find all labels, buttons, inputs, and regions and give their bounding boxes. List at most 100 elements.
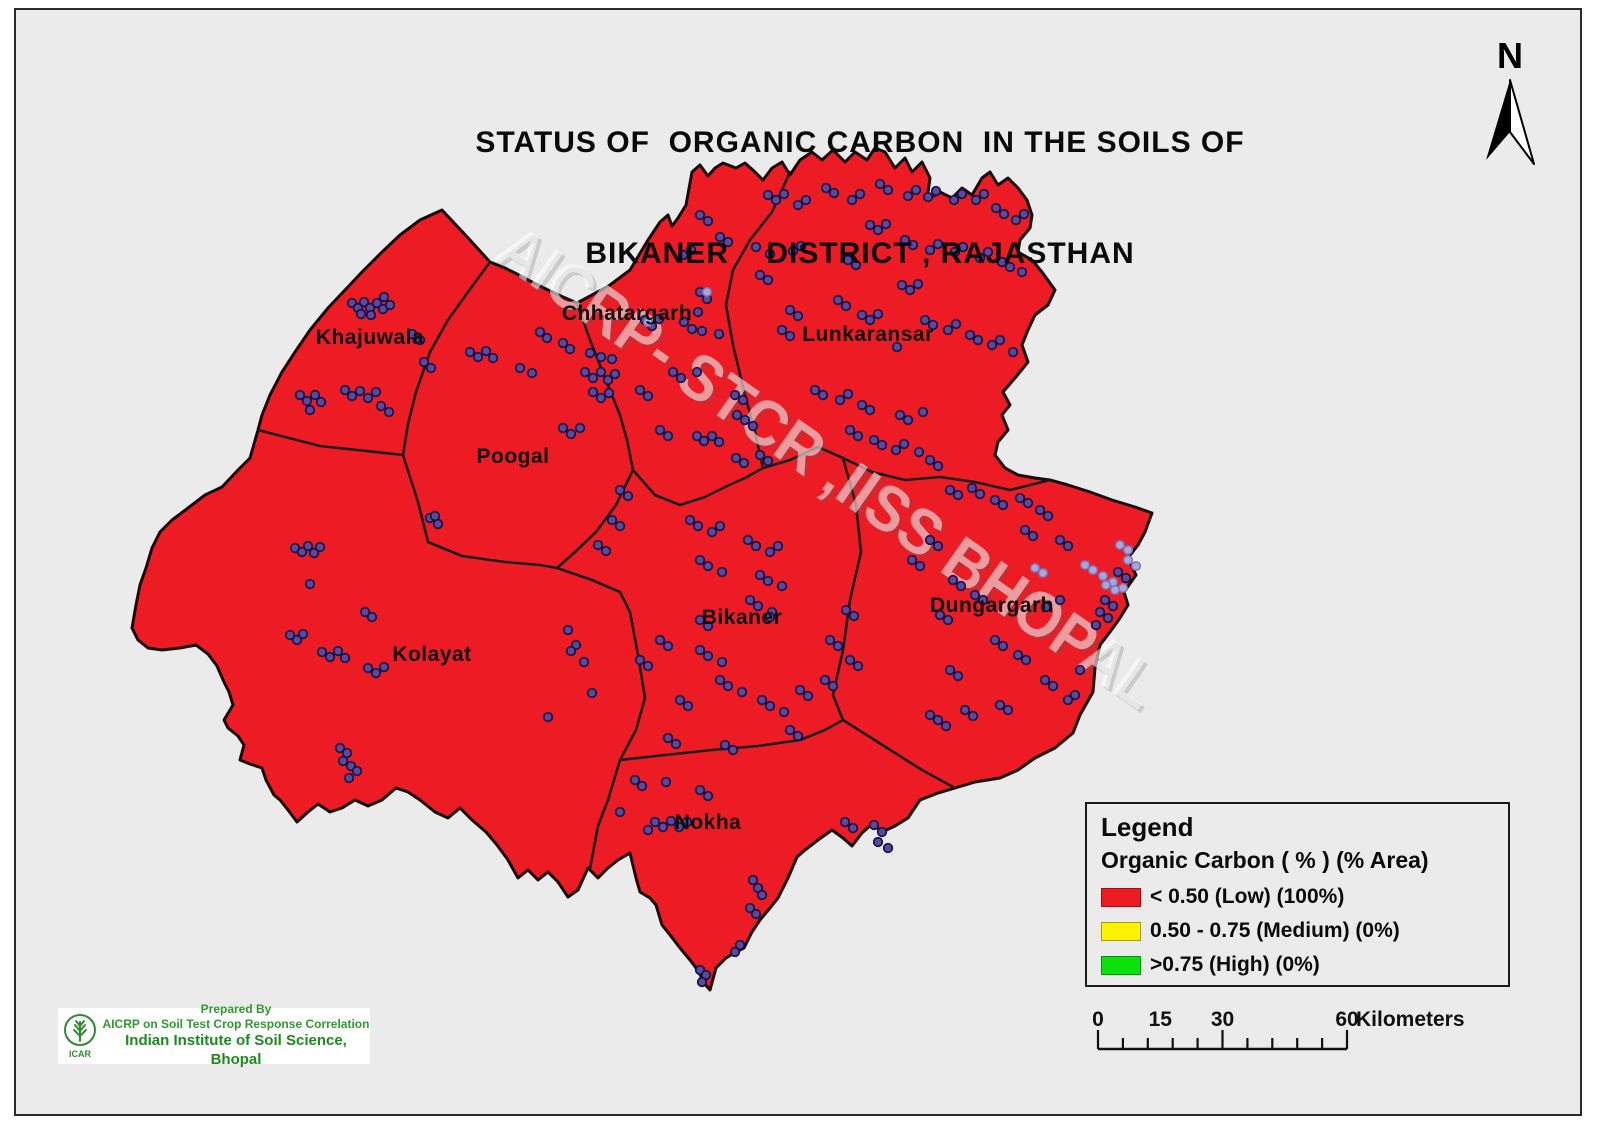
soil-sample-dot (315, 396, 327, 408)
soil-sample-dot (762, 274, 774, 286)
soil-sample-dot (606, 353, 618, 365)
soil-sample-dot (681, 816, 693, 828)
soil-sample-dot (734, 939, 746, 951)
soil-sample-dot (1004, 261, 1016, 273)
legend-label: >0.75 (High) (0%) (1150, 953, 1320, 976)
tehsil-boundary-0 (256, 428, 405, 457)
tehsil-boundary-6 (724, 170, 792, 470)
soil-sample-dot (691, 430, 703, 442)
soil-sample-dot (1014, 492, 1026, 504)
soil-sample-dot (996, 256, 1008, 268)
district-region (130, 146, 1154, 992)
soil-sample-dot (891, 341, 903, 353)
soil-sample-dot (702, 790, 714, 802)
soil-sample-dot (750, 908, 762, 920)
soil-sample-dot (762, 189, 774, 201)
soil-sample-dot (602, 374, 614, 386)
soil-sample-dot (932, 540, 944, 552)
soil-sample-dot (842, 388, 854, 400)
soil-sample-dot (1002, 704, 1014, 716)
tehsil-boundary-3 (575, 301, 635, 472)
soil-sample-dot (747, 874, 759, 886)
legend-item-0: < 0.50 (Low) (100%) (1101, 880, 1508, 914)
soil-sample-dot (487, 352, 499, 364)
soil-sample-dot (832, 294, 844, 306)
soil-sample-dot (854, 188, 866, 200)
soil-sample-dot (876, 826, 888, 838)
soil-sample-dot (332, 645, 344, 657)
soil-sample-dot (882, 184, 894, 196)
soil-sample-dot (762, 575, 774, 587)
soil-sample-dot (662, 640, 674, 652)
soil-sample-dot (649, 816, 661, 828)
soil-sample-dot (922, 191, 934, 203)
soil-sample-dot-light (1122, 544, 1134, 556)
soil-sample-dot (792, 199, 804, 211)
tehsil-boundary-5 (631, 466, 765, 507)
soil-sample-dot-light (1130, 560, 1142, 572)
soil-sample-dot (982, 246, 994, 258)
soil-sample-dot (924, 709, 936, 721)
soil-sample-dot (844, 424, 856, 436)
soil-sample-dot (564, 343, 576, 355)
soil-sample-dot (738, 457, 750, 469)
soil-sample-dot (970, 194, 982, 206)
soil-sample-dot (809, 384, 821, 396)
soil-sample-dot (792, 310, 804, 322)
soil-sample-dot (542, 711, 554, 723)
soil-sample-dot (827, 680, 839, 692)
soil-sample-dot (653, 313, 665, 325)
soil-sample-dot (378, 661, 390, 673)
soil-sample-dot (375, 400, 387, 412)
soil-sample-dot-light (1079, 559, 1091, 571)
tehsil-boundary-12 (618, 718, 845, 762)
soil-sample-dot (902, 414, 914, 426)
soil-sample-dot (972, 334, 984, 346)
soil-sample-dot (665, 815, 677, 827)
soil-sample-dot (990, 202, 1002, 214)
region-label-lunkaransar: Lunkaransar (802, 323, 934, 346)
soil-sample-dot (365, 309, 377, 321)
soil-sample-dot (682, 700, 694, 712)
soil-sample-dot-light (1117, 582, 1129, 594)
soil-sample-dot (848, 610, 860, 622)
soil-sample-dot (578, 656, 590, 668)
soil-sample-dot (284, 629, 296, 641)
soil-sample-dot (792, 730, 804, 742)
soil-sample-dot (698, 435, 710, 447)
soil-sample-dot (744, 594, 756, 606)
north-arrow-right (1509, 79, 1535, 165)
soil-sample-dot (1090, 619, 1102, 631)
icar-logo-icon: ICAR (64, 1014, 96, 1059)
soil-sample-dot (302, 540, 314, 552)
soil-sample-dot (977, 594, 989, 606)
tehsil-boundary-7 (761, 445, 845, 470)
soil-sample-dot (429, 510, 441, 522)
soil-sample-dot (950, 318, 962, 330)
legend-title: Legend (1101, 812, 1194, 842)
soil-sample-dot (997, 640, 1009, 652)
soil-sample-dot (696, 976, 708, 988)
soil-sample-dot (694, 554, 706, 566)
soil-sample-dot (657, 821, 669, 833)
soil-sample-dot (713, 328, 725, 340)
soil-sample-dot (1054, 594, 1066, 606)
region-label-bikaner: Bikaner (702, 606, 783, 629)
soil-sample-dot (924, 454, 936, 466)
soil-sample-dot (852, 660, 864, 672)
soil-sample-dot (384, 299, 396, 311)
soil-sample-dot (776, 324, 788, 336)
soil-sample-dot (371, 297, 383, 309)
soil-sample-dot (952, 489, 964, 501)
soil-sample-dot (685, 244, 697, 256)
soil-sample-dot (362, 392, 374, 404)
soil-sample-dot (737, 394, 749, 406)
soil-sample-dot (1034, 504, 1046, 516)
soil-sample-dot (339, 384, 351, 396)
legend-subtitle: Organic Carbon ( % ) (% Area) (1101, 847, 1429, 873)
soil-sample-dot (957, 241, 969, 253)
map-title: STATUS OF ORGANIC CARBON IN THE SOILS OF… (360, 50, 1360, 346)
soil-sample-dot (308, 547, 320, 559)
soil-sample-dot (472, 351, 484, 363)
